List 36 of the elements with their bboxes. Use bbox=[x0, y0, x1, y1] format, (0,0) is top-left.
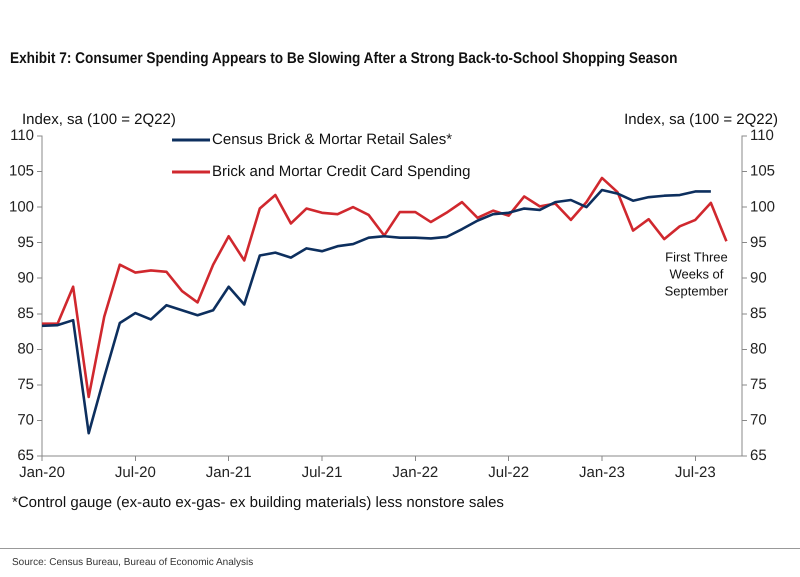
y-tick-label: 90 bbox=[17, 269, 34, 286]
y2-tick-label: 95 bbox=[750, 234, 767, 251]
x-tick-label: Jan-21 bbox=[206, 464, 252, 482]
x-tick-label: Jul-22 bbox=[488, 464, 530, 482]
text: *Control gauge (ex-auto ex-gas- ex building materials) less nonstore sales bbox=[12, 494, 504, 511]
x-tick-label: Jul-21 bbox=[302, 464, 342, 482]
chart-title: Exhibit 7: Consumer Spending Appears to Be Slowing After a Strong Back-to-School Shopping Season bbox=[10, 50, 678, 68]
y2-tick-label: 65 bbox=[750, 447, 767, 464]
y-tick-label: 105 bbox=[8, 162, 34, 180]
legend-label: Census Brick & Mortar Retail Sales* bbox=[212, 131, 452, 148]
y2-tick-label: 90 bbox=[750, 269, 767, 286]
annotation: First Three Weeks of September bbox=[664, 249, 729, 298]
y2-tick-label: 100 bbox=[750, 198, 776, 216]
y2-tick-label: 105 bbox=[750, 162, 776, 180]
y-axis-title: Index, sa (100 = 2Q22) bbox=[22, 111, 176, 128]
x-tick-label: Jul-23 bbox=[674, 464, 716, 482]
y2-tick-label: 75 bbox=[750, 376, 767, 394]
source-note: Source: Census Bureau, Bureau of Economic Analysis bbox=[0, 548, 800, 568]
y-tick-label: 65 bbox=[17, 447, 34, 464]
x-tick-label: Jan-22 bbox=[392, 464, 438, 482]
legend-label: Brick and Mortar Credit Card Spending bbox=[212, 163, 470, 180]
y2-tick-label: 70 bbox=[750, 412, 767, 429]
y2-axis-title: Index, sa (100 = 2Q22) bbox=[624, 111, 778, 128]
x-tick-label: Jan-23 bbox=[579, 464, 625, 482]
y-tick-label: 95 bbox=[17, 234, 34, 251]
y-tick-label: 70 bbox=[17, 412, 34, 429]
y2-tick-label: 85 bbox=[750, 304, 767, 322]
y-tick-label: 100 bbox=[8, 198, 34, 216]
x-tick-label: Jan-20 bbox=[19, 464, 65, 482]
y-tick-label: 110 bbox=[10, 127, 34, 144]
y2-tick-label: 80 bbox=[750, 340, 767, 358]
x-tick-label: Jul-20 bbox=[114, 464, 156, 482]
y-tick-label: 80 bbox=[17, 340, 34, 358]
y-tick-label: 75 bbox=[17, 376, 34, 394]
y2-tick-label: 110 bbox=[750, 127, 774, 144]
y-tick-label: 85 bbox=[17, 304, 34, 322]
